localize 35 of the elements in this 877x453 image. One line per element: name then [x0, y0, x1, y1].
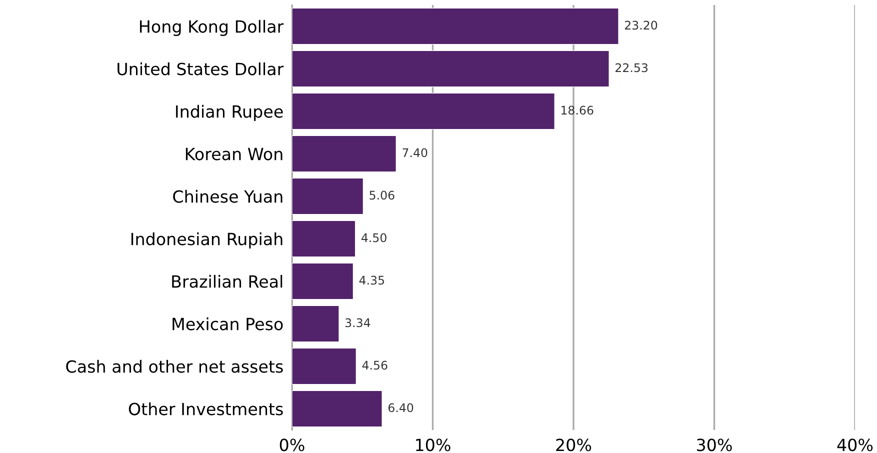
data-label: 6.40 [388, 403, 414, 412]
y-tick-label: Indonesian Rupiah [131, 232, 282, 249]
bar [292, 50, 610, 88]
bar [292, 305, 340, 342]
y-tick-label: Korean Won [186, 148, 282, 160]
y-tick-label: Other Investments [128, 402, 283, 416]
x-tick-label: 30% [697, 438, 732, 452]
y-tick-label: Mexican Peso [172, 317, 283, 330]
y-tick-label: Chinese Yuan [173, 190, 282, 203]
data-label: 22.53 [616, 63, 648, 72]
x-tick-label: 0% [280, 438, 304, 452]
bar [292, 135, 397, 172]
bar [292, 8, 619, 45]
data-label: 18.66 [561, 106, 594, 115]
data-label: 4.56 [362, 360, 388, 370]
y-tick-label: United States Dollar [118, 62, 284, 76]
bar [292, 178, 364, 215]
x-tick-label: 10% [416, 438, 450, 452]
data-label: 23.20 [624, 20, 658, 30]
data-label: 5.06 [370, 190, 394, 200]
data-label: 3.34 [345, 318, 370, 328]
bar [292, 348, 357, 385]
data-label: 4.35 [359, 276, 384, 285]
y-tick-label: Cash and other net assets [66, 360, 283, 373]
data-label: 4.50 [361, 233, 386, 242]
bar [292, 92, 555, 130]
bar [292, 220, 356, 258]
bar [292, 390, 382, 428]
x-tick-label: 20% [556, 438, 592, 452]
x-tick-label: 40% [837, 438, 873, 452]
data-label: 7.40 [402, 148, 428, 158]
y-tick-label: Indian Rupee [176, 104, 283, 122]
y-tick-label: Hong Kong Dollar [140, 20, 284, 36]
y-tick-label: Brazilian Real [172, 274, 282, 288]
bar [292, 262, 354, 300]
